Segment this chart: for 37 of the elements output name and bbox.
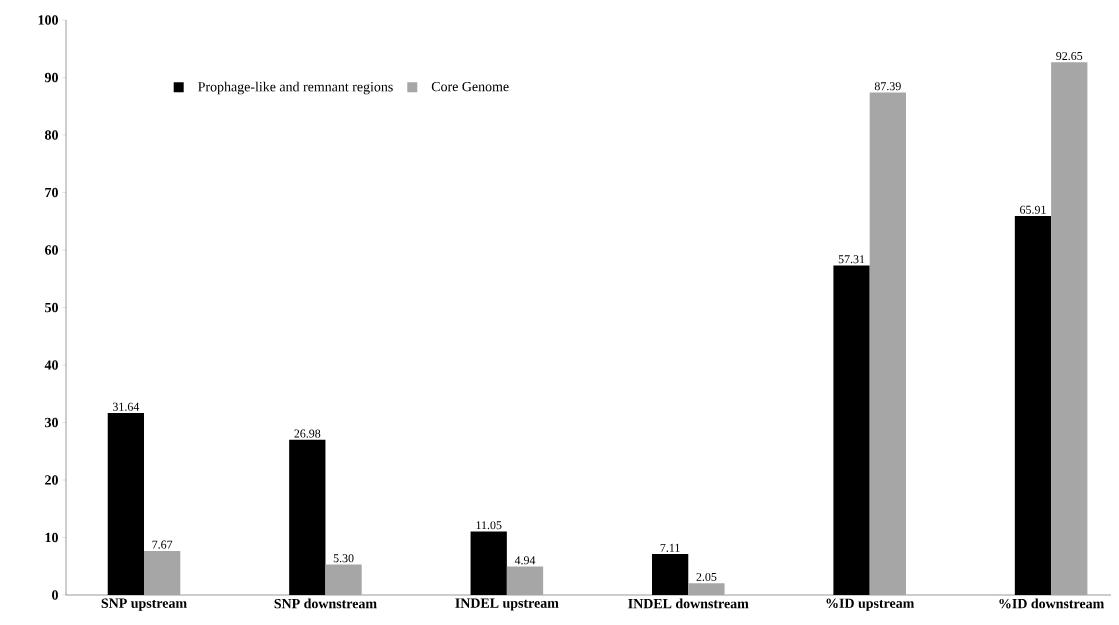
bar <box>688 583 725 595</box>
y-tick-label: 40 <box>44 360 58 370</box>
data-label: 5.30 <box>333 554 354 563</box>
x-tick-label: SNP downstream <box>274 598 377 609</box>
bar <box>506 566 544 595</box>
data-label: 26.98 <box>294 429 321 438</box>
bar <box>869 92 906 595</box>
x-tick-label: INDEL upstream <box>455 598 559 611</box>
data-label: 31.64 <box>113 402 140 411</box>
y-tick-label: 20 <box>45 475 58 485</box>
data-label: 57.31 <box>838 255 865 264</box>
x-tick-label: INDEL downstream <box>628 598 749 609</box>
x-tick-label: %ID upstream <box>826 598 915 611</box>
data-label: 2.05 <box>696 572 717 582</box>
y-tick-label: 80 <box>45 130 58 140</box>
legend-label: Core Genome <box>431 81 509 92</box>
data-label: 87.39 <box>874 82 901 91</box>
y-tick-label: 10 <box>45 532 58 543</box>
bar <box>144 550 181 595</box>
x-tick-label: %ID downstream <box>999 598 1105 609</box>
y-tick-label: 50 <box>45 302 58 313</box>
legend-label: Prophage-like and remnant regions <box>198 81 393 95</box>
data-label: 7.67 <box>152 540 173 549</box>
y-tick-label: 70 <box>45 187 58 198</box>
y-tick-label: 90 <box>44 72 58 83</box>
data-label: 11.05 <box>476 521 502 530</box>
bar <box>325 564 362 595</box>
y-tick-label: 0 <box>52 590 58 600</box>
x-tick-label: SNP upstream <box>101 598 187 611</box>
y-tick-label: 100 <box>38 15 58 25</box>
data-label: 7.11 <box>660 543 680 552</box>
data-label: 92.65 <box>1056 51 1083 61</box>
y-tick-label: 30 <box>45 417 58 428</box>
y-tick-label: 60 <box>45 245 58 255</box>
data-label: 4.94 <box>514 556 536 565</box>
bar <box>1051 62 1088 595</box>
data-label: 65.91 <box>1020 205 1046 214</box>
